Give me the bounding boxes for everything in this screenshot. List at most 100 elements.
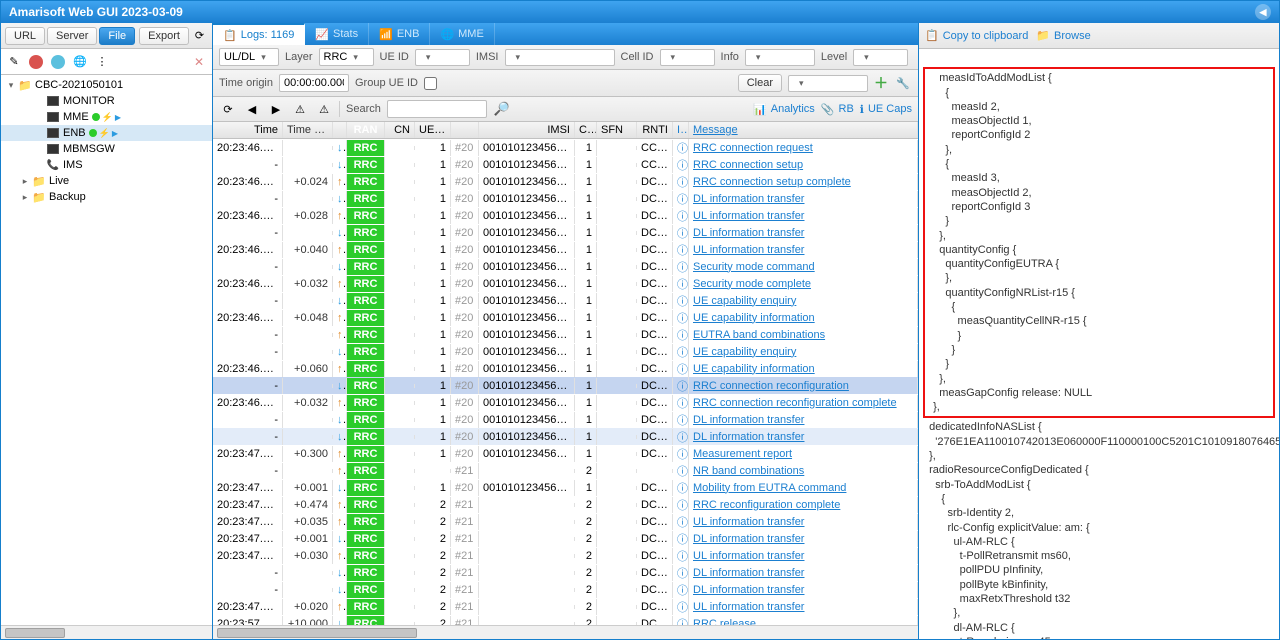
collapse-icon[interactable]: ◀ — [1255, 4, 1271, 20]
log-row[interactable]: 20:23:46.784+0.060RRC1#20001010123456789… — [213, 360, 918, 377]
message-link[interactable]: UL information transfer — [689, 548, 918, 564]
ueid-combo[interactable] — [415, 49, 470, 66]
log-row[interactable]: 20:23:46.604+0.028RRC1#20001010123456789… — [213, 207, 918, 224]
next-icon[interactable]: ▶ — [267, 100, 285, 118]
copy-button[interactable]: 📋 Copy to clipboard — [925, 29, 1028, 42]
message-link[interactable]: RRC connection setup complete — [689, 174, 918, 190]
tree-node-monitor[interactable]: MONITOR — [1, 93, 212, 109]
message-link[interactable]: RRC connection reconfiguration complete — [689, 395, 918, 411]
more-icon[interactable]: ⋮ — [93, 53, 111, 71]
uecaps-button[interactable]: ℹ UE Caps — [860, 103, 912, 116]
message-link[interactable]: UL information transfer — [689, 208, 918, 224]
info-icon[interactable]: ⓘ — [677, 313, 689, 325]
info-icon[interactable]: ⓘ — [677, 160, 689, 172]
info-icon[interactable]: ⓘ — [677, 262, 689, 274]
browse-button[interactable]: 📁 Browse — [1036, 29, 1090, 42]
info-icon[interactable]: ⓘ — [677, 330, 689, 342]
info-combo[interactable] — [745, 49, 815, 66]
tab-enb[interactable]: 📶ENB — [369, 23, 430, 45]
pencil-icon[interactable]: ✎ — [5, 53, 23, 71]
message-link[interactable]: UE capability enquiry — [689, 344, 918, 360]
log-row[interactable]: -RRC2#212DCCH-NRⓘDL information transfer — [213, 564, 918, 581]
rb-button[interactable]: 📎 RB — [821, 103, 854, 116]
log-row[interactable]: -RRC1#200010101234567891CCCHⓘRRC connect… — [213, 156, 918, 173]
message-link[interactable]: DL information transfer — [689, 225, 918, 241]
message-link[interactable]: RRC connection reconfiguration — [689, 378, 918, 394]
tab-mme[interactable]: 🌐MME — [430, 23, 494, 45]
prev-icon[interactable]: ◀ — [243, 100, 261, 118]
info-icon[interactable]: ⓘ — [677, 432, 689, 444]
log-row[interactable]: -RRC1#200010101234567891DCCHⓘUE capabili… — [213, 343, 918, 360]
tree-node-ims[interactable]: IMS — [1, 157, 212, 173]
message-link[interactable]: DL information transfer — [689, 565, 918, 581]
info-icon[interactable]: ⓘ — [677, 483, 689, 495]
warning-icon[interactable]: ⚠ — [291, 100, 309, 118]
info-icon[interactable]: ⓘ — [677, 585, 689, 597]
info-icon[interactable]: ⓘ — [677, 568, 689, 580]
file-button[interactable]: File — [99, 27, 135, 45]
column-header[interactable]: Time diff — [283, 122, 333, 138]
level-combo[interactable] — [853, 49, 908, 66]
column-header[interactable]: Cell — [575, 122, 597, 138]
tree-node-enb[interactable]: ENB — [1, 125, 212, 141]
message-link[interactable]: RRC connection setup — [689, 157, 918, 173]
tree-node-mme[interactable]: MME — [1, 109, 212, 125]
column-header[interactable]: Time — [213, 122, 283, 138]
log-row[interactable]: 20:23:57.677+10.000RRC2#212DCCH-NRⓘRRC r… — [213, 615, 918, 625]
message-link[interactable]: EUTRA band combinations — [689, 327, 918, 343]
imsi-combo[interactable] — [505, 49, 615, 66]
tree-node-mbmsgw[interactable]: MBMSGW — [1, 141, 212, 157]
info-icon[interactable]: ⓘ — [677, 534, 689, 546]
info-icon[interactable]: ⓘ — [677, 279, 689, 291]
column-header[interactable]: SFN — [597, 122, 637, 138]
tab-logs-1169[interactable]: 📋Logs: 1169 — [213, 23, 305, 45]
info-icon[interactable]: ⓘ — [677, 211, 689, 223]
refresh-icon[interactable]: ⟳ — [219, 100, 237, 118]
export-button[interactable]: Export — [139, 27, 189, 45]
log-row[interactable]: -RRC1#200010101234567891DCCHⓘSecurity mo… — [213, 258, 918, 275]
message-link[interactable]: UL information transfer — [689, 242, 918, 258]
info-icon[interactable]: ⓘ — [677, 466, 689, 478]
message-link[interactable]: NR band combinations — [689, 463, 918, 479]
clear-combo[interactable] — [788, 75, 868, 92]
column-header[interactable]: Info — [673, 122, 689, 138]
log-row[interactable]: 20:23:46.676+0.032RRC1#20001010123456789… — [213, 275, 918, 292]
message-link[interactable]: Mobility from EUTRA command — [689, 480, 918, 496]
column-header[interactable] — [451, 122, 479, 138]
message-link[interactable]: DL information transfer — [689, 429, 918, 445]
log-row[interactable]: 20:23:47.627+0.001RRC2#212DCCH-NRⓘDL inf… — [213, 530, 918, 547]
log-row[interactable]: 20:23:47.117+0.001RRC1#20001010123456789… — [213, 479, 918, 496]
column-header[interactable]: UE ID — [415, 122, 451, 138]
info-icon[interactable] — [49, 53, 67, 71]
log-row[interactable]: -RRC1#200010101234567891DCCHⓘDL informat… — [213, 411, 918, 428]
message-link[interactable]: DL information transfer — [689, 191, 918, 207]
info-icon[interactable]: ⓘ — [677, 364, 689, 376]
message-link[interactable]: Security mode command — [689, 259, 918, 275]
log-row[interactable]: 20:23:47.657+0.030RRC2#212DCCH-NRⓘUL inf… — [213, 547, 918, 564]
log-row[interactable]: 20:23:47.626+0.035RRC2#212DCCH-NRⓘUL inf… — [213, 513, 918, 530]
clear-button[interactable]: Clear — [738, 74, 782, 92]
error-icon[interactable]: ⚠ — [315, 100, 333, 118]
server-button[interactable]: Server — [47, 27, 97, 45]
message-link[interactable]: UL information transfer — [689, 514, 918, 530]
add-icon[interactable]: ＋ — [874, 73, 888, 93]
log-row[interactable]: -RRC1#200010101234567891DCCHⓘDL informat… — [213, 190, 918, 207]
info-icon[interactable]: ⓘ — [677, 619, 689, 626]
close-icon[interactable]: ✕ — [190, 55, 208, 69]
url-button[interactable]: URL — [5, 27, 45, 45]
info-icon[interactable]: ⓘ — [677, 143, 689, 155]
info-icon[interactable]: ⓘ — [677, 517, 689, 529]
message-link[interactable]: RRC reconfiguration complete — [689, 497, 918, 513]
message-link[interactable]: UL information transfer — [689, 599, 918, 615]
log-row[interactable]: 20:23:46.552RRC1#200010101234567891CCCHⓘ… — [213, 139, 918, 156]
column-header[interactable]: Message — [689, 122, 918, 138]
message-link[interactable]: RRC release — [689, 616, 918, 626]
column-header[interactable]: IMSI — [479, 122, 575, 138]
message-link[interactable]: Measurement report — [689, 446, 918, 462]
log-row[interactable]: -RRC1#200010101234567891DCCHⓘDL informat… — [213, 428, 918, 445]
message-link[interactable]: Security mode complete — [689, 276, 918, 292]
tree-node-cbc-2021050101[interactable]: ▾CBC-2021050101 — [1, 77, 212, 93]
message-link[interactable]: UE capability information — [689, 310, 918, 326]
info-icon[interactable]: ⓘ — [677, 228, 689, 240]
column-header[interactable] — [333, 122, 347, 138]
